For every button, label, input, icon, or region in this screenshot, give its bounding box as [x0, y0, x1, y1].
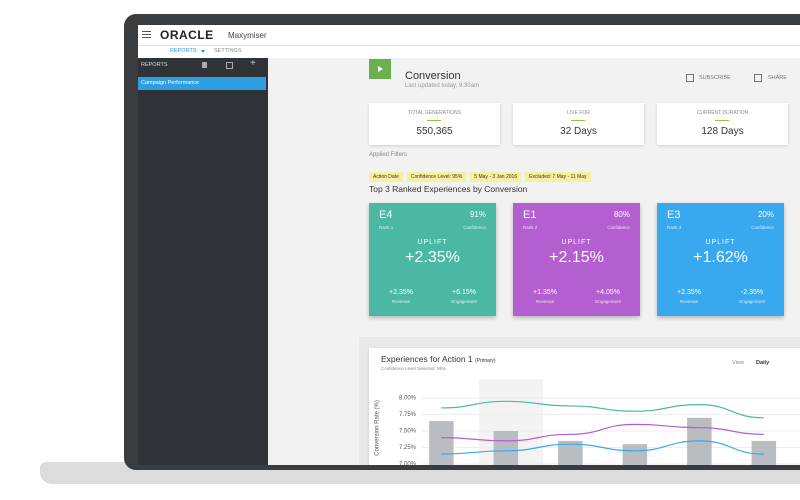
experience-rank: Rank 2 — [523, 225, 538, 230]
stat-value: 32 Days — [560, 126, 597, 137]
line-series — [441, 400, 764, 419]
stat-divider — [571, 120, 585, 121]
page-title: Conversion — [405, 70, 461, 82]
confidence-label: Confidence — [751, 225, 774, 230]
revenue-label: Revenue — [535, 299, 554, 304]
sidebar: REPORTS + Campaign Performance — [138, 58, 268, 465]
chart-title: Experiences for Action 1 (Primary) — [381, 354, 496, 364]
bar — [493, 431, 519, 465]
updated: Last updated today, 9:30am — [405, 83, 479, 89]
share-icon — [754, 74, 762, 82]
play-button[interactable] — [369, 59, 391, 79]
stat-card: TOTAL GENERATIONS 550,365 — [369, 103, 500, 145]
y-tick-label: 7.75% — [399, 412, 417, 418]
subscribe[interactable]: SUBSCRIBE — [699, 75, 731, 81]
experience-id: E3 — [667, 209, 681, 221]
revenue-value: +1.35% — [533, 289, 557, 296]
y-tick-label: 7.50% — [399, 429, 417, 435]
sidebar-item-label: Campaign Performance — [141, 80, 200, 86]
stat-value: 550,365 — [416, 126, 453, 137]
y-axis-label: Conversion Rate (%) — [375, 400, 381, 456]
menu-icon[interactable] — [142, 31, 151, 32]
subscribe-icon — [686, 74, 694, 82]
experience-rank: Rank 1 — [379, 225, 394, 230]
chart-subtitle: Confidence Level Selected: 95% — [381, 366, 447, 371]
revenue-value: +2.35% — [677, 289, 701, 296]
engagement-value: -2.35% — [740, 289, 764, 296]
bar — [622, 444, 648, 465]
line-series — [441, 423, 764, 442]
nav-bar: REPORTS SETTINGS — [138, 46, 800, 58]
stat-divider — [427, 120, 441, 121]
experiences-title: Top 3 Ranked Experiences by Conversion — [369, 184, 528, 194]
bar — [751, 440, 777, 465]
experience-card: E4 91% Rank 1 Confidence UPLIFT +2.35% +2.35% R… — [369, 203, 496, 316]
share[interactable]: SHARE — [768, 75, 787, 81]
filter-chip[interactable]: Confidence Level: 95% — [406, 172, 467, 182]
engagement-label: Engagement — [739, 299, 765, 304]
engagement-label: Engagement — [451, 299, 477, 304]
play-icon — [378, 66, 386, 72]
experience-id: E4 — [379, 209, 393, 221]
delete-icon[interactable] — [202, 62, 207, 68]
stat-value: 128 Days — [701, 126, 744, 137]
experience-rank: Rank 3 — [667, 225, 682, 230]
dropdown-arrow — [201, 50, 205, 55]
engagement-label: Engagement — [595, 299, 621, 304]
y-tick-label: 8.00% — [399, 396, 417, 402]
stat-card: CURRENT DURATION 128 Days — [657, 103, 788, 145]
experience-id: E1 — [523, 209, 537, 221]
experience-confidence: 80% — [613, 210, 630, 219]
product: Maxymiser — [228, 31, 267, 40]
sidebar-title: REPORTS — [141, 62, 168, 68]
stat-label: TOTAL GENERATIONS — [408, 110, 461, 116]
stat-label: CURRENT DURATION — [696, 110, 749, 116]
uplift-label: UPLIFT — [705, 239, 736, 246]
chart: Conversion Rate (%) 8.00% 7.75% 7.50% 7.25%… — [375, 379, 800, 465]
brand: ORACLE — [160, 28, 214, 42]
filter-chips: Action Date Confidence Level: 95% 5 May - … — [369, 165, 595, 183]
screen: ORACLE Maxymiser REPORTS SETTINGS REPORT… — [138, 25, 800, 465]
line-series — [441, 440, 764, 455]
view-option[interactable]: Daily — [756, 360, 770, 366]
add-icon[interactable]: + — [250, 58, 256, 69]
engagement-value: +4.05% — [596, 289, 620, 296]
uplift-value: +2.35% — [405, 249, 460, 266]
engagement-value: +6.15% — [452, 289, 476, 296]
chart-title-text: Experiences for Action 1 — [381, 354, 473, 364]
revenue-label: Revenue — [679, 299, 698, 304]
bar — [429, 421, 454, 465]
filters-title: Applied Filters — [369, 152, 408, 158]
stat-label: LIVE FOR — [567, 110, 590, 116]
uplift-value: +1.62% — [693, 249, 748, 266]
copy-icon[interactable] — [226, 62, 233, 69]
chart-panel: Experiences for Action 1 (Primary) Confi… — [369, 348, 800, 465]
y-tick-label: 7.25% — [399, 445, 417, 451]
y-tick-label: 7.00% — [399, 462, 417, 465]
confidence-label: Confidence — [607, 225, 630, 230]
uplift-label: UPLIFT — [561, 239, 592, 246]
confidence-label: Confidence — [463, 225, 486, 230]
revenue-label: Revenue — [391, 299, 410, 304]
stat-divider — [715, 120, 729, 121]
view-label: View — [732, 360, 744, 366]
stat-card: LIVE FOR 32 Days — [513, 103, 644, 145]
top-bar: ORACLE Maxymiser — [138, 25, 800, 46]
chart-title-note: (Primary) — [475, 358, 496, 364]
revenue-value: +2.35% — [389, 289, 413, 296]
experience-card: E1 80% Rank 2 Confidence UPLIFT +2.15% +1.35% R… — [513, 203, 640, 316]
experience-confidence: 91% — [469, 210, 486, 219]
filter-chip[interactable]: 5 May - 3 Jan 2016 — [470, 172, 522, 182]
filter-chip[interactable]: Action Date — [369, 172, 403, 182]
filter-chip[interactable]: Excluded: 7 May - 11 May — [525, 172, 591, 182]
sidebar-item[interactable]: Campaign Performance — [138, 77, 266, 90]
uplift-value: +2.15% — [549, 249, 604, 266]
experience-confidence: 20% — [757, 210, 774, 219]
uplift-label: UPLIFT — [417, 239, 448, 246]
nav-tab[interactable]: SETTINGS — [214, 48, 242, 54]
experience-card: E3 20% Rank 3 Confidence UPLIFT +1.62% +2.35% R… — [657, 203, 784, 316]
nav-tab[interactable]: REPORTS — [170, 48, 197, 54]
